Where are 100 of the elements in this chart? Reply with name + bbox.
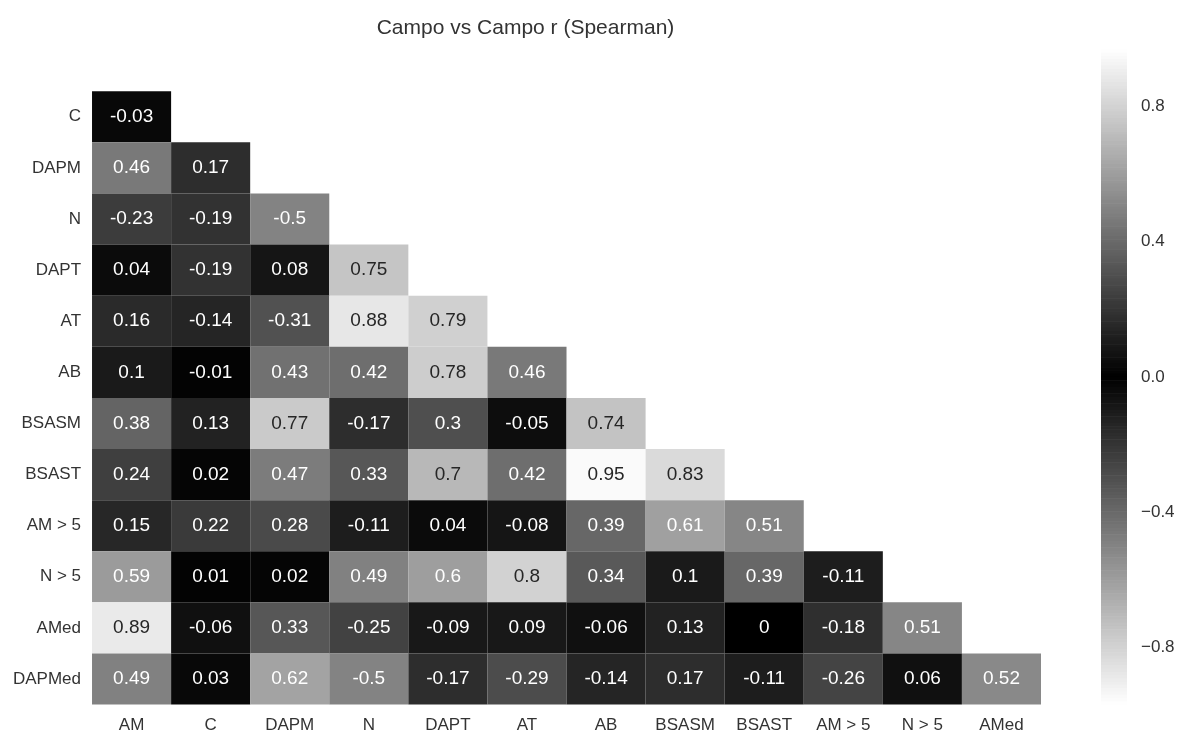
data-label: 0.95 xyxy=(587,462,625,484)
data-label: 0.75 xyxy=(350,258,388,280)
data-label: -0.14 xyxy=(188,309,233,331)
data-label: 0.38 xyxy=(113,411,151,433)
color-bar-label: 0.8 xyxy=(1141,96,1165,116)
data-label: -0.18 xyxy=(821,616,865,638)
data-label: -0.01 xyxy=(188,360,233,382)
data-label: 0.47 xyxy=(271,462,309,484)
data-label: 0.78 xyxy=(429,360,467,382)
y-tick-label: AB xyxy=(58,362,82,382)
x-tick-label: DAPM xyxy=(265,715,315,735)
data-label: -0.17 xyxy=(347,411,391,433)
data-label: -0.05 xyxy=(505,411,549,433)
data-label: -0.29 xyxy=(505,667,549,689)
data-label: 0.6 xyxy=(434,565,462,587)
color-bar-label: 0.0 xyxy=(1141,366,1165,386)
color-bar-label: −0.8 xyxy=(1141,636,1175,656)
data-label: 0.43 xyxy=(271,360,309,382)
x-tick-label: BSASM xyxy=(655,715,715,735)
x-tick-label: AT xyxy=(516,715,538,735)
data-label: 0.49 xyxy=(350,565,388,587)
data-label: 0.17 xyxy=(666,667,704,689)
data-label: -0.5 xyxy=(273,207,307,229)
data-label: 0.62 xyxy=(271,667,309,689)
data-label: -0.31 xyxy=(268,309,312,331)
data-label: 0.39 xyxy=(587,513,625,535)
data-label: 0.79 xyxy=(429,309,467,331)
data-label: 0.3 xyxy=(434,411,462,433)
data-label: 0.46 xyxy=(113,156,151,178)
data-label: 0.08 xyxy=(271,258,309,280)
y-tick-label: DAPT xyxy=(35,259,82,279)
y-tick-label: N > 5 xyxy=(39,566,82,586)
x-tick-label: AMed xyxy=(979,715,1024,735)
data-label: 0.51 xyxy=(745,513,783,535)
data-label: -0.19 xyxy=(188,258,233,280)
data-label: -0.08 xyxy=(505,513,549,535)
data-label: 0.74 xyxy=(587,411,625,433)
data-label: 0.46 xyxy=(508,360,546,382)
data-label: 0.1 xyxy=(671,565,699,587)
data-label: 0.17 xyxy=(192,156,230,178)
data-label: 0.02 xyxy=(192,462,230,484)
y-tick-label: BSASM xyxy=(21,413,82,433)
data-label: 0.04 xyxy=(113,258,151,280)
data-label: 0 xyxy=(758,616,770,638)
color-bar-label: −0.4 xyxy=(1141,501,1175,521)
data-label: -0.11 xyxy=(347,513,390,535)
data-label: 0.06 xyxy=(903,667,941,689)
chart-title: Campo vs Campo r (Spearman) xyxy=(376,15,675,39)
data-label: -0.09 xyxy=(426,616,470,638)
data-label: 0.02 xyxy=(271,565,309,587)
y-tick-label: AMed xyxy=(36,617,82,637)
data-label: 0.01 xyxy=(192,565,230,587)
data-label: 0.83 xyxy=(666,462,704,484)
data-label: 0.13 xyxy=(192,411,230,433)
data-label: 0.04 xyxy=(429,513,467,535)
y-tick-label: C xyxy=(68,106,82,126)
data-label: 0.39 xyxy=(745,565,783,587)
data-label: 0.61 xyxy=(666,513,704,535)
x-tick-label: AM > 5 xyxy=(816,715,871,735)
y-tick-label: N xyxy=(68,208,82,228)
data-label: -0.26 xyxy=(821,667,865,689)
data-label: 0.51 xyxy=(903,616,941,638)
data-label: -0.17 xyxy=(426,667,470,689)
y-tick-label: AM > 5 xyxy=(26,515,82,535)
data-label: -0.11 xyxy=(822,565,865,587)
x-tick-label: C xyxy=(204,715,217,735)
data-label: 0.03 xyxy=(192,667,230,689)
data-label: -0.06 xyxy=(584,616,628,638)
x-tick-label: N > 5 xyxy=(901,715,943,735)
data-label: 0.42 xyxy=(508,462,546,484)
data-label: 0.16 xyxy=(113,309,151,331)
data-label: -0.5 xyxy=(352,667,386,689)
data-label: 0.33 xyxy=(350,462,388,484)
data-label: -0.03 xyxy=(109,104,154,126)
data-label: 0.42 xyxy=(350,360,388,382)
data-label: -0.25 xyxy=(347,616,391,638)
y-tick-label: DAPM xyxy=(31,157,82,177)
data-label: 0.22 xyxy=(192,513,230,535)
data-label: 0.77 xyxy=(271,411,309,433)
data-label: -0.11 xyxy=(743,667,786,689)
data-label: 0.89 xyxy=(113,616,151,638)
data-label: 0.34 xyxy=(587,565,625,587)
data-label: 0.8 xyxy=(513,565,541,587)
x-tick-label: AB xyxy=(594,715,618,735)
y-tick-label: AT xyxy=(60,310,82,330)
color-bar-label: 0.4 xyxy=(1141,231,1165,251)
data-label: 0.13 xyxy=(666,616,704,638)
x-tick-label: AM xyxy=(118,715,145,735)
data-label: -0.23 xyxy=(109,207,154,229)
data-label: 0.52 xyxy=(982,667,1020,689)
data-label: 0.28 xyxy=(271,513,309,535)
x-tick-label: DAPT xyxy=(425,715,471,735)
y-tick-label: BSAST xyxy=(25,464,82,484)
data-label: 0.09 xyxy=(508,616,546,638)
data-label: -0.19 xyxy=(188,207,233,229)
x-tick-label: BSAST xyxy=(736,715,793,735)
data-label: 0.49 xyxy=(113,667,151,689)
y-tick-label: DAPMed xyxy=(12,668,82,688)
data-label: -0.14 xyxy=(584,667,629,689)
data-label: 0.88 xyxy=(350,309,388,331)
